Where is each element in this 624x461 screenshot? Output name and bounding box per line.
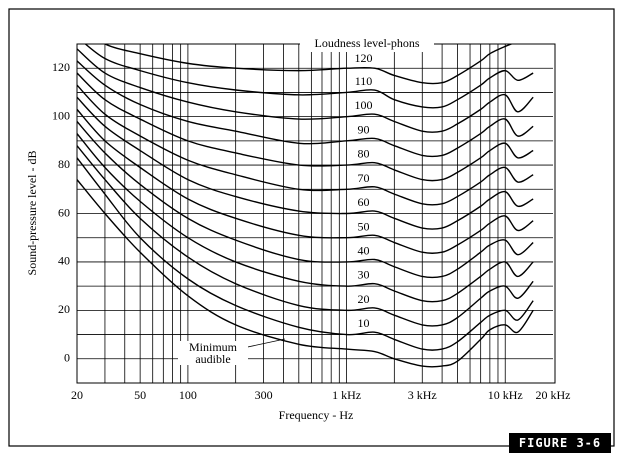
curve-label: 120 bbox=[355, 51, 373, 65]
leader-line bbox=[242, 338, 286, 349]
legend-title-bg bbox=[300, 36, 434, 52]
curve bbox=[84, 44, 534, 109]
minimum-audible-label: Minimum audible bbox=[178, 341, 248, 365]
y-axis-label: Sound-pressure level - dB bbox=[25, 151, 39, 276]
x-tick-label: 10 kHz bbox=[488, 388, 523, 402]
curve-label: 100 bbox=[355, 98, 373, 112]
x-axis-label: Frequency - Hz bbox=[279, 408, 354, 422]
curve-label: 30 bbox=[358, 268, 370, 282]
curve bbox=[77, 60, 534, 158]
curve bbox=[77, 157, 534, 351]
x-tick-label: 20 bbox=[71, 388, 83, 402]
curve-label: 20 bbox=[358, 292, 370, 306]
curve bbox=[77, 133, 534, 303]
curve-label: 50 bbox=[358, 219, 370, 233]
curve-label: 40 bbox=[358, 243, 370, 257]
curve bbox=[77, 108, 534, 255]
curve-label: 90 bbox=[358, 122, 370, 136]
y-tick-label: 120 bbox=[52, 60, 70, 74]
curve-label: 10 bbox=[358, 316, 370, 330]
y-tick-label: 80 bbox=[58, 157, 70, 171]
y-tick-label: 100 bbox=[52, 108, 70, 122]
curve bbox=[77, 179, 534, 368]
x-tick-label: 100 bbox=[179, 388, 197, 402]
curve-label: 110 bbox=[355, 74, 373, 88]
curve-label: 70 bbox=[358, 171, 370, 185]
curve bbox=[77, 145, 534, 327]
curve bbox=[77, 84, 534, 206]
curve bbox=[77, 96, 534, 230]
y-tick-label: 0 bbox=[64, 351, 70, 365]
curve-label: 80 bbox=[358, 147, 370, 161]
curve bbox=[77, 72, 534, 182]
x-tick-label: 1 kHz bbox=[332, 388, 361, 402]
x-tick-label: 20 kHz bbox=[536, 388, 571, 402]
x-tick-label: 300 bbox=[255, 388, 273, 402]
curve-label: 60 bbox=[358, 195, 370, 209]
outer-frame bbox=[8, 8, 615, 447]
curve bbox=[77, 121, 534, 279]
x-tick-label: 3 kHz bbox=[408, 388, 437, 402]
y-tick-label: 20 bbox=[58, 302, 70, 316]
x-tick-label: 50 bbox=[134, 388, 146, 402]
legend-title: Loudness level-phons bbox=[315, 36, 420, 50]
curve bbox=[77, 48, 534, 133]
figure-label: FIGURE 3-6 bbox=[509, 433, 611, 453]
y-tick-label: 40 bbox=[58, 254, 70, 268]
y-tick-label: 60 bbox=[58, 205, 70, 219]
curve bbox=[103, 44, 514, 85]
